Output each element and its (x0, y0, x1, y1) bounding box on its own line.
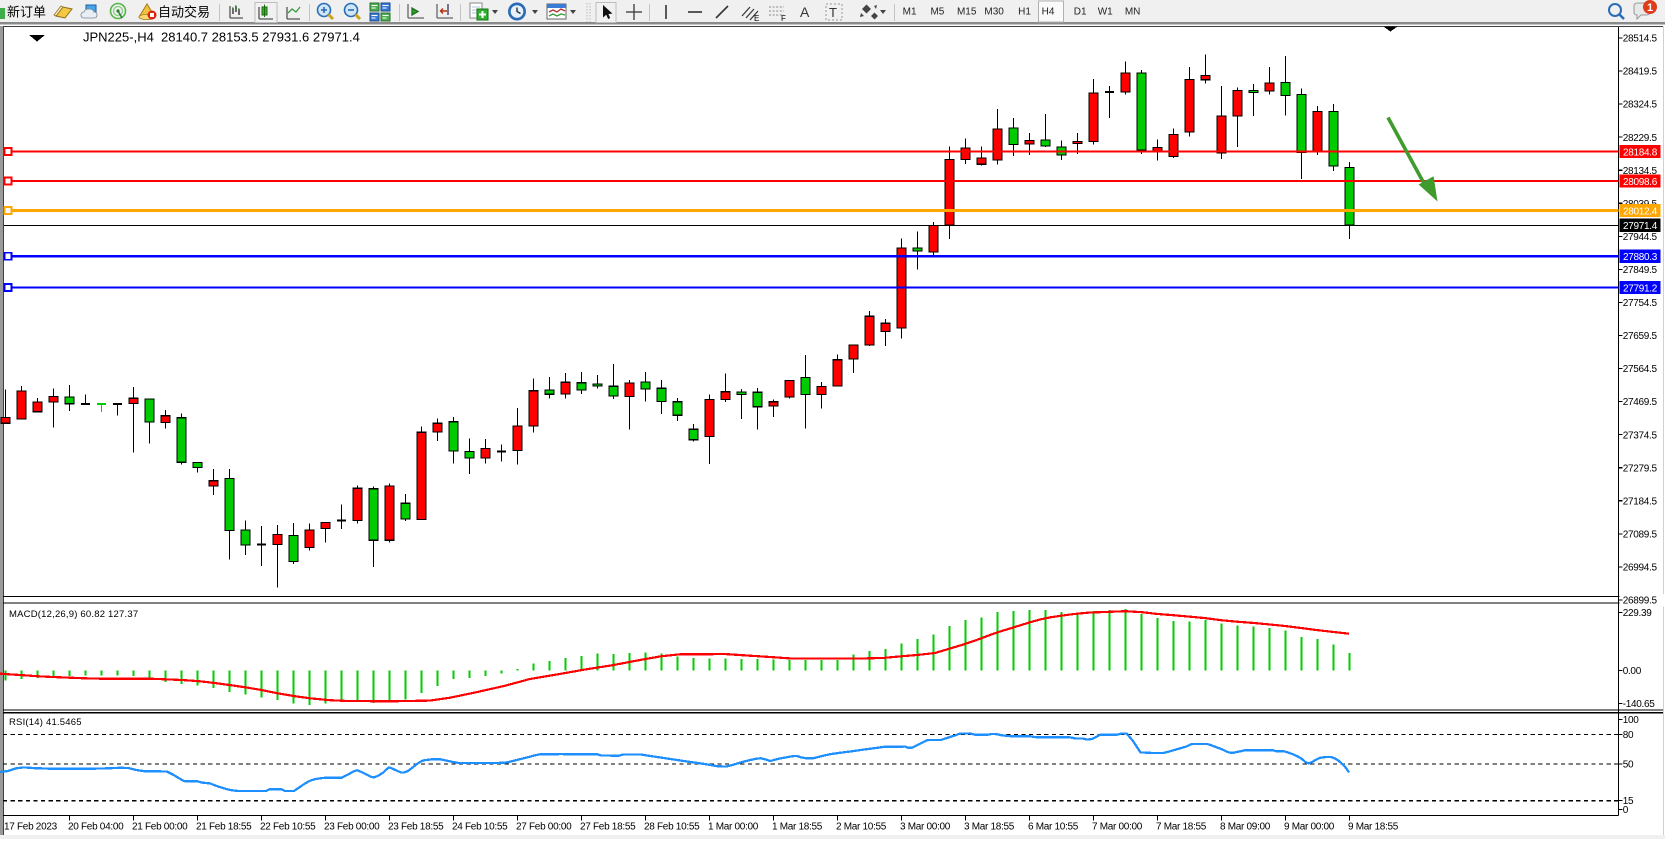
svg-text:7 Mar 00:00: 7 Mar 00:00 (1092, 822, 1143, 833)
svg-text:27754.5: 27754.5 (1623, 298, 1658, 309)
svg-text:A: A (800, 4, 810, 20)
svg-text:1: 1 (1647, 2, 1653, 14)
svg-text:自动交易: 自动交易 (158, 5, 210, 20)
svg-text:20 Feb 04:00: 20 Feb 04:00 (68, 822, 124, 833)
svg-text:21 Feb 18:55: 21 Feb 18:55 (196, 822, 252, 833)
svg-text:0: 0 (1623, 805, 1629, 816)
svg-text:15: 15 (1623, 796, 1634, 807)
svg-text:28012.4: 28012.4 (1623, 206, 1658, 217)
svg-text:3 Mar 18:55: 3 Mar 18:55 (964, 822, 1015, 833)
svg-text:27791.2: 27791.2 (1623, 283, 1658, 294)
svg-text:27 Feb 00:00: 27 Feb 00:00 (516, 822, 572, 833)
svg-text:7 Mar 18:55: 7 Mar 18:55 (1156, 822, 1207, 833)
svg-text:27849.5: 27849.5 (1623, 265, 1658, 276)
svg-text:M5: M5 (930, 7, 944, 18)
svg-text:50: 50 (1623, 760, 1634, 771)
svg-text:E: E (754, 14, 759, 23)
svg-text:23 Feb 18:55: 23 Feb 18:55 (388, 822, 444, 833)
svg-text:27469.5: 27469.5 (1623, 397, 1658, 408)
svg-text:27971.4: 27971.4 (1623, 221, 1658, 232)
svg-text:100: 100 (1623, 715, 1640, 726)
svg-text:22 Feb 10:55: 22 Feb 10:55 (260, 822, 316, 833)
svg-text:JPN225-,H4 28140.7 28153.5 27: JPN225-,H4 28140.7 28153.5 27931.6 27971… (83, 30, 360, 45)
svg-text:H4: H4 (1042, 7, 1055, 18)
svg-text:28514.5: 28514.5 (1623, 34, 1658, 45)
svg-text:23 Feb 00:00: 23 Feb 00:00 (324, 822, 380, 833)
svg-text:W1: W1 (1098, 7, 1113, 18)
svg-text:27279.5: 27279.5 (1623, 463, 1658, 474)
svg-text:28419.5: 28419.5 (1623, 67, 1658, 78)
svg-text:27564.5: 27564.5 (1623, 364, 1658, 375)
svg-text:-140.65: -140.65 (1623, 699, 1656, 710)
svg-text:24 Feb 10:55: 24 Feb 10:55 (452, 822, 508, 833)
svg-text:28229.5: 28229.5 (1623, 133, 1658, 144)
svg-text:28134.5: 28134.5 (1623, 166, 1658, 177)
svg-text:28184.8: 28184.8 (1623, 147, 1658, 158)
svg-text:27184.5: 27184.5 (1623, 496, 1658, 507)
svg-text:0.00: 0.00 (1623, 666, 1642, 677)
svg-text:28324.5: 28324.5 (1623, 100, 1658, 111)
svg-text:8 Mar 09:00: 8 Mar 09:00 (1220, 822, 1271, 833)
svg-text:21 Feb 00:00: 21 Feb 00:00 (132, 822, 188, 833)
svg-text:H1: H1 (1018, 7, 1031, 18)
svg-text:9 Mar 18:55: 9 Mar 18:55 (1348, 822, 1399, 833)
svg-text:D1: D1 (1074, 7, 1087, 18)
svg-text:6 Mar 10:55: 6 Mar 10:55 (1028, 822, 1079, 833)
svg-text:17 Feb 2023: 17 Feb 2023 (4, 822, 58, 833)
svg-text:T: T (829, 5, 837, 20)
svg-text:F: F (781, 14, 786, 23)
svg-text:28098.6: 28098.6 (1623, 177, 1658, 188)
svg-text:MACD(12,26,9) 60.82 127.37: MACD(12,26,9) 60.82 127.37 (9, 609, 138, 620)
svg-text:9 Mar 00:00: 9 Mar 00:00 (1284, 822, 1335, 833)
svg-text:27374.5: 27374.5 (1623, 430, 1658, 441)
svg-text:RSI(14) 41.5465: RSI(14) 41.5465 (9, 717, 82, 728)
svg-text:M15: M15 (957, 7, 977, 18)
svg-text:2 Mar 10:55: 2 Mar 10:55 (836, 822, 887, 833)
svg-text:27089.5: 27089.5 (1623, 529, 1658, 540)
svg-text:新订单: 新订单 (7, 5, 46, 20)
svg-text:26994.5: 26994.5 (1623, 562, 1658, 573)
svg-text:3 Mar 00:00: 3 Mar 00:00 (900, 822, 951, 833)
svg-text:27 Feb 18:55: 27 Feb 18:55 (580, 822, 636, 833)
svg-text:M1: M1 (903, 7, 917, 18)
svg-text:229.39: 229.39 (1623, 608, 1653, 619)
svg-text:M30: M30 (984, 7, 1004, 18)
svg-text:1 Mar 00:00: 1 Mar 00:00 (708, 822, 759, 833)
svg-text:MN: MN (1125, 7, 1141, 18)
svg-text:26899.5: 26899.5 (1623, 596, 1658, 607)
svg-text:28 Feb 10:55: 28 Feb 10:55 (644, 822, 700, 833)
svg-text:27880.3: 27880.3 (1623, 252, 1658, 263)
svg-text:27659.5: 27659.5 (1623, 331, 1658, 342)
svg-text:1 Mar 18:55: 1 Mar 18:55 (772, 822, 823, 833)
svg-text:80: 80 (1623, 730, 1634, 741)
svg-text:27944.5: 27944.5 (1623, 232, 1658, 243)
